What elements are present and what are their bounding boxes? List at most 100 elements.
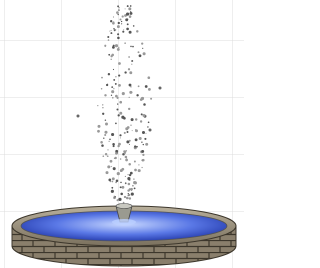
droplet	[115, 83, 117, 85]
droplet	[112, 177, 115, 180]
droplet	[102, 104, 103, 105]
droplet	[120, 158, 122, 160]
droplet	[103, 138, 104, 139]
droplet	[117, 172, 120, 175]
droplet	[125, 150, 127, 152]
droplet	[118, 114, 120, 116]
droplet	[129, 144, 130, 145]
droplet	[135, 118, 137, 120]
droplet	[134, 145, 136, 147]
droplet	[115, 76, 116, 77]
droplet	[138, 51, 140, 53]
droplet	[123, 202, 125, 204]
droplet	[145, 133, 146, 134]
droplet	[125, 8, 126, 9]
droplet	[126, 197, 129, 200]
droplet	[124, 42, 125, 43]
droplet	[131, 118, 134, 121]
droplet	[142, 114, 145, 117]
droplet	[104, 94, 106, 96]
droplet	[107, 84, 108, 85]
droplet	[129, 91, 132, 94]
droplet	[100, 141, 103, 144]
droplet	[128, 163, 131, 166]
droplet	[121, 116, 124, 119]
droplet	[118, 198, 121, 201]
droplet	[116, 11, 119, 14]
droplet	[113, 88, 114, 89]
droplet	[107, 165, 110, 168]
droplet	[111, 54, 114, 57]
droplet	[119, 101, 122, 104]
page: {} (() => { JSON.parse(document.getEleme…	[0, 0, 320, 268]
droplet	[130, 5, 132, 7]
droplet	[140, 120, 142, 122]
droplet	[126, 13, 129, 16]
droplet	[139, 54, 142, 57]
droplet	[113, 28, 115, 30]
droplet	[141, 113, 143, 115]
droplet	[77, 115, 80, 118]
droplet	[120, 182, 122, 184]
droplet	[127, 174, 128, 175]
droplet	[129, 97, 130, 98]
droplet	[120, 186, 122, 188]
droplet	[127, 131, 129, 133]
droplet	[120, 137, 121, 138]
droplet	[113, 167, 116, 170]
droplet	[145, 85, 148, 88]
droplet	[127, 5, 129, 7]
droplet	[104, 131, 107, 134]
droplet	[117, 33, 119, 35]
droplet	[122, 92, 125, 95]
droplet	[147, 76, 150, 79]
droplet	[136, 94, 138, 96]
droplet	[127, 177, 130, 180]
droplet	[124, 71, 126, 73]
droplet	[119, 18, 121, 20]
droplet	[121, 186, 124, 189]
droplet	[115, 29, 117, 31]
droplet	[112, 143, 115, 146]
droplet	[113, 69, 114, 70]
droplet	[112, 22, 114, 24]
droplet	[110, 59, 111, 60]
droplet	[109, 31, 110, 32]
droplet	[119, 7, 120, 8]
droplet	[145, 143, 148, 146]
droplet	[123, 150, 125, 152]
droplet	[142, 48, 143, 49]
droplet	[102, 107, 103, 108]
droplet	[121, 168, 124, 171]
droplet	[128, 183, 131, 186]
droplet	[110, 181, 112, 183]
droplet	[147, 126, 148, 127]
droplet	[142, 159, 145, 162]
droplet	[117, 145, 119, 147]
droplet	[120, 193, 123, 196]
droplet	[134, 187, 136, 189]
droplet	[116, 108, 118, 110]
droplet	[134, 161, 136, 163]
droplet	[150, 98, 152, 100]
droplet	[128, 7, 131, 10]
droplet	[112, 181, 114, 183]
droplet	[144, 138, 146, 140]
droplet	[97, 105, 98, 106]
droplet	[127, 23, 129, 25]
droplet	[142, 154, 144, 156]
droplet	[106, 171, 109, 174]
droplet	[107, 36, 109, 38]
droplet	[118, 47, 119, 48]
droplet	[117, 199, 119, 201]
droplet	[141, 42, 143, 44]
droplet	[111, 187, 113, 189]
droplet	[142, 131, 145, 134]
droplet	[118, 75, 120, 77]
droplet	[131, 193, 134, 196]
droplet	[111, 133, 114, 136]
droplet	[108, 39, 110, 41]
droplet	[135, 138, 138, 141]
droplet	[110, 160, 113, 163]
droplet	[129, 71, 132, 74]
